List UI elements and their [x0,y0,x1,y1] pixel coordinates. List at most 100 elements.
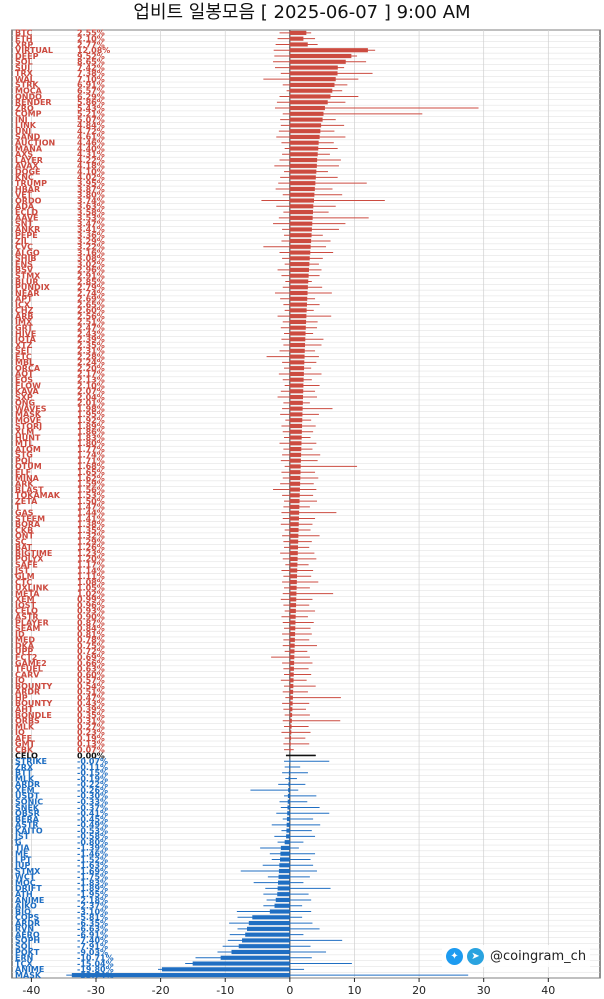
ticker-label: DEEP [15,52,39,61]
bar [289,389,304,394]
value-label: 0.19% [77,734,105,743]
bar [289,302,307,307]
ticker-label: ANIME [15,965,44,974]
bar [289,360,305,365]
bar [289,631,296,637]
ticker-label: CELO [15,751,38,760]
bar [289,684,294,689]
ticker-label: SONIC [15,797,43,806]
value-label: -0.41% [77,809,108,818]
ticker-label: ZRX [15,763,34,772]
ticker-label: BORA [15,520,41,529]
value-label: -0.07% [77,757,108,766]
value-label: 0.57% [77,676,105,685]
value-label: 3.29% [77,237,105,246]
value-label: -1.39% [77,844,108,853]
ticker-label: ORCA [15,364,41,373]
value-label: -1.69% [77,867,108,876]
ticker-label: ECLD [15,208,38,217]
ticker-label: SOL [15,58,33,67]
bar [289,94,331,99]
value-label: 1.17% [77,560,105,569]
ticker-label: MASK [15,410,42,419]
value-label: 5.07% [77,115,105,124]
bar [289,36,304,41]
ticker-label: ANIME [15,896,44,905]
bar [289,325,306,330]
value-label: 0.43% [77,699,105,708]
value-label: 2.79% [77,283,105,292]
value-label: 3.63% [77,202,105,211]
twitter-icon: ✦ [446,947,463,965]
ticker-label: ZETA [15,497,38,506]
value-label: 1.77% [77,445,105,454]
value-label: 0.81% [77,630,105,639]
ticker-label: ARB [15,312,33,321]
value-label: 4.02% [77,173,105,182]
ticker-label: LAYER [15,156,43,165]
ticker-label: OBSR [15,809,40,818]
ticker-label: HUNT [15,433,41,442]
ticker-label: MOC [15,878,36,887]
value-label: 0.90% [77,613,105,622]
bar [289,53,352,59]
bar [289,227,312,232]
bar [279,863,290,868]
ticker-label: CARV [15,670,40,679]
ticker-label: SAFE [15,560,38,569]
ticker-label: BSV [15,266,34,275]
bar [289,105,325,111]
ticker-label: STEEM [15,514,45,523]
ticker-label: SEAM [15,624,40,633]
bar [289,42,308,47]
value-label: 0.72% [77,647,105,656]
bar [289,394,304,400]
value-label: 0.54% [77,682,105,691]
value-label: 9.52% [77,52,105,61]
value-label: 3.22% [77,243,105,252]
value-label: 1.32% [77,532,105,541]
value-label: -0.30% [77,792,108,801]
ticker-label: KNC [15,173,34,182]
value-label: -1.75% [77,873,108,882]
value-label: 1.05% [77,584,105,593]
bar [71,973,290,978]
ticker-label: CBK [15,745,34,754]
bar [289,527,299,533]
value-label: -9.03% [77,948,108,957]
ticker-label: PUNDIX [15,283,51,292]
x-tick-label: -10 [216,984,234,997]
value-label: 0.47% [77,693,105,702]
value-label: 2.43% [77,329,105,338]
bar [289,481,301,486]
value-label: 2.47% [77,323,105,332]
ticker-label: TRUMP [15,179,47,188]
ticker-label: MLK [15,774,35,783]
value-label: 5.21% [77,110,105,119]
ticker-label: MED [15,636,35,645]
ticker-label: ARDR [15,688,40,697]
ticker-label: BTT [15,769,33,778]
bar [286,828,290,833]
value-label: 3.08% [77,254,105,263]
bar [288,782,290,787]
value-label: 1.38% [77,520,105,529]
bar [248,921,290,926]
value-label: 0.27% [77,722,105,731]
value-label: 0.39% [77,705,105,714]
ticker-label: STORJ [15,422,42,431]
ticker-label: BLAST [15,485,44,494]
ticker-label: STMX [15,271,41,280]
bar [289,215,313,220]
value-label: 0.35% [77,711,105,720]
value-label: 6.57% [77,86,105,95]
ticker-label: JUP [14,861,30,870]
value-label: -0.53% [77,826,108,835]
value-label: 4.18% [77,162,105,171]
value-label: 3.87% [77,185,105,194]
ticker-label: NEAR [15,289,40,298]
value-label: 0.93% [77,607,105,616]
value-label: 2.39% [77,335,105,344]
bar [289,718,292,723]
